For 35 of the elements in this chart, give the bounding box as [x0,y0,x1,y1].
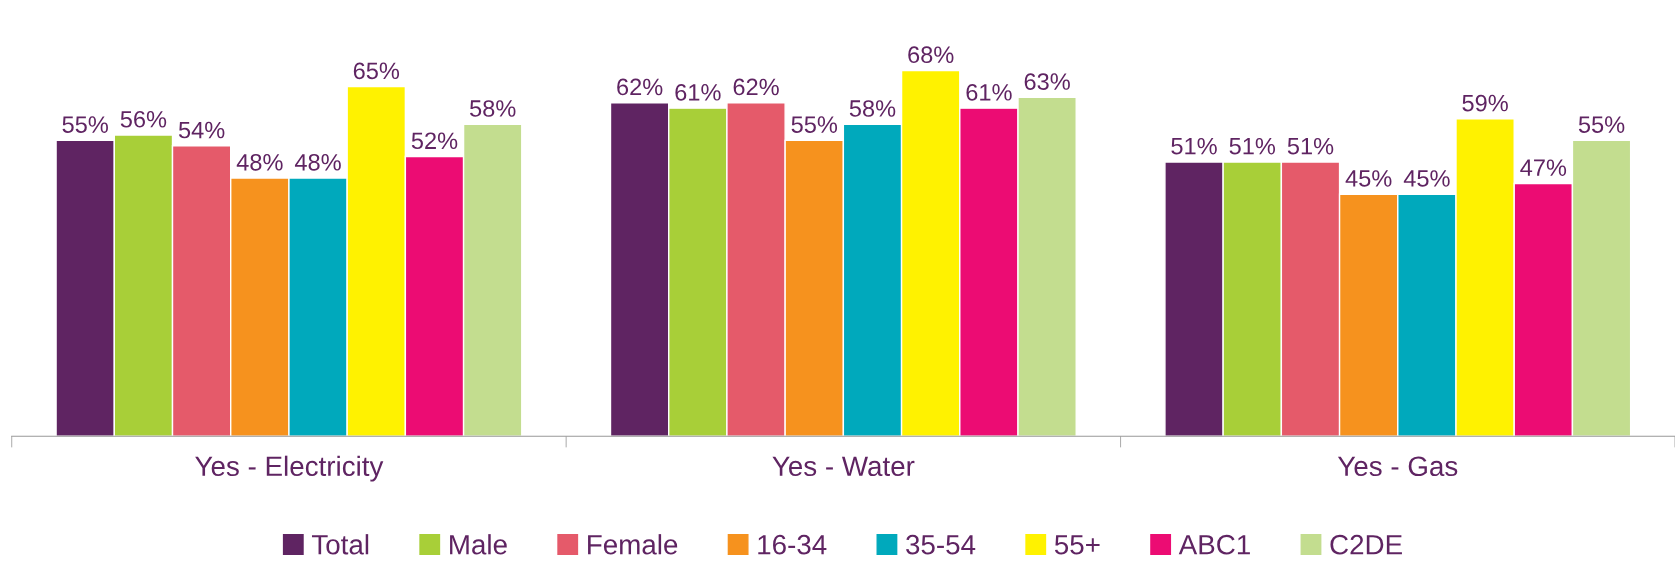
legend-label: ABC1 [1178,534,1250,555]
data-label: 54% [178,121,225,139]
data-label: 55% [791,116,838,133]
data-label: 63% [1024,73,1070,90]
data-label: 58% [849,100,896,117]
data-label: 48% [294,153,341,171]
legend-label: Male [450,534,507,555]
data-label: 58% [470,100,516,117]
legend-label: 35-54 [906,534,976,555]
data-label: 51% [1171,137,1217,155]
data-label: 51% [1229,137,1276,155]
legend-label: 16-34 [758,534,827,555]
data-label: 62% [617,78,663,96]
data-label: 55% [1578,116,1625,133]
data-label: 48% [236,153,283,171]
legend-label: C2DE [1330,534,1402,555]
legend-label: 55+ [1054,535,1100,555]
data-label: 45% [1403,170,1450,187]
x-tick-label: Yes - Gas [1337,456,1458,477]
legend-label: Female [588,534,678,555]
data-label: 59% [1462,94,1508,112]
data-label: 45% [1345,170,1392,187]
data-label: 51% [1287,137,1334,155]
data-label: 62% [733,78,779,96]
data-label: 52% [411,132,458,150]
data-label: 55% [62,116,108,133]
data-label: 61% [675,83,721,101]
x-tick-label: Yes - Electricity [195,455,384,482]
data-label: 47% [1520,159,1567,176]
data-label: 61% [966,83,1012,101]
data-label: 68% [908,46,954,64]
data-label: 56% [120,110,167,128]
legend-label: Total [311,534,369,555]
data-label: 65% [353,62,400,80]
x-tick-label: Yes - Water [772,456,915,477]
